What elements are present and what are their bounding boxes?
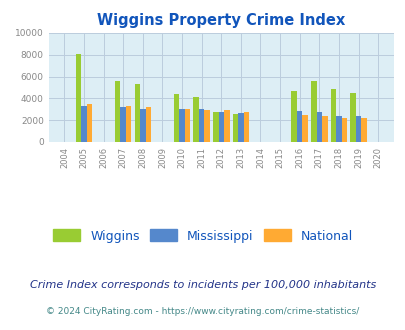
Legend: Wiggins, Mississippi, National: Wiggins, Mississippi, National <box>49 226 356 247</box>
Bar <box>243 113 249 142</box>
Bar <box>126 106 131 142</box>
Text: Crime Index corresponds to incidents per 100,000 inhabitants: Crime Index corresponds to incidents per… <box>30 280 375 290</box>
Bar <box>120 107 126 142</box>
Bar <box>341 118 346 142</box>
Bar <box>140 109 145 142</box>
Bar <box>316 113 321 142</box>
Bar <box>76 54 81 142</box>
Bar <box>238 113 243 142</box>
Bar <box>81 106 87 142</box>
Bar <box>184 109 190 142</box>
Text: © 2024 CityRating.com - https://www.cityrating.com/crime-statistics/: © 2024 CityRating.com - https://www.city… <box>46 307 359 316</box>
Bar <box>115 82 120 142</box>
Bar <box>296 112 302 142</box>
Bar <box>87 104 92 142</box>
Bar <box>224 110 229 142</box>
Title: Wiggins Property Crime Index: Wiggins Property Crime Index <box>97 13 345 28</box>
Bar <box>350 93 355 142</box>
Bar <box>321 116 327 142</box>
Bar <box>335 116 341 142</box>
Bar <box>134 84 140 142</box>
Bar <box>213 112 218 142</box>
Bar <box>198 109 204 142</box>
Bar <box>360 118 366 142</box>
Bar <box>330 89 335 142</box>
Bar <box>302 115 307 142</box>
Bar <box>291 91 296 142</box>
Bar <box>310 81 316 142</box>
Bar <box>173 94 179 142</box>
Bar <box>218 112 224 142</box>
Bar <box>204 110 209 142</box>
Bar <box>355 116 360 142</box>
Bar <box>232 114 238 142</box>
Bar <box>179 109 184 142</box>
Bar <box>145 107 151 142</box>
Bar <box>193 97 198 142</box>
